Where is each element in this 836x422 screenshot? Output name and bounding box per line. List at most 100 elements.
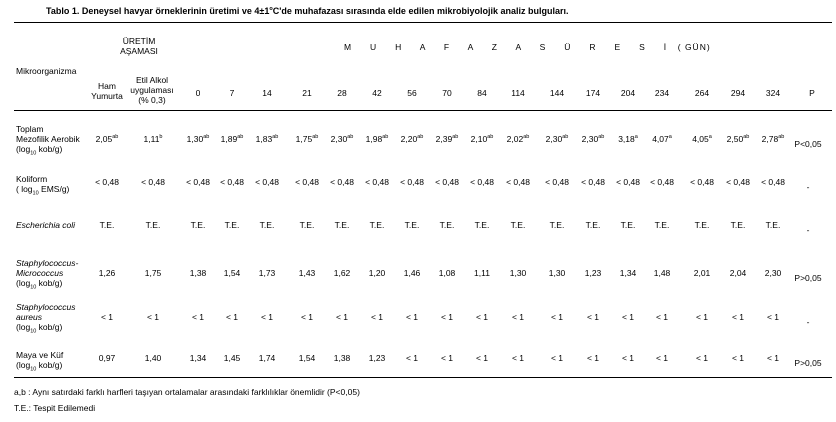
p-value: P<0,05	[794, 139, 822, 149]
header-stage-line2: AŞAMASI	[120, 46, 158, 56]
table-cell: 2,20ab	[400, 134, 424, 144]
table-cell: 1,54	[223, 268, 241, 278]
p-value: -	[806, 182, 810, 192]
table-cell: < 1	[225, 312, 239, 322]
header-day-234: 234	[654, 88, 670, 98]
table-cell: < 1	[695, 312, 709, 322]
table-cell: 1,26	[98, 268, 116, 278]
table-cell: 1,38	[333, 353, 351, 363]
table-cell: < 1	[655, 353, 669, 363]
header-day-14: 14	[262, 88, 272, 98]
table-cell: T.E.	[190, 220, 206, 230]
table-cell: < 1	[550, 312, 564, 322]
table-cell: 2,04	[729, 268, 747, 278]
table-cell: T.E.	[765, 220, 781, 230]
header-day-56: 56	[407, 88, 417, 98]
header-day-294: 294	[730, 88, 746, 98]
table-cell: 0,97	[98, 353, 116, 363]
table-cell: < 1	[405, 312, 419, 322]
header-storage-letters: M U H A F A Z A S Ü R E S İ	[344, 42, 675, 52]
table-cell: 2,39ab	[435, 134, 459, 144]
header-day-7: 7	[229, 88, 235, 98]
header-ethyl-line1: Etil Alkol	[135, 75, 169, 85]
table-cell: 2,50ab	[726, 134, 750, 144]
header-day-264: 264	[694, 88, 710, 98]
table-cell: T.E.	[510, 220, 526, 230]
row-label: Maya ve Küf (log10 kob/g)	[16, 350, 64, 373]
table-cell: < 1	[100, 312, 114, 322]
table-cell: 1,48	[653, 268, 671, 278]
table-cell: T.E.	[474, 220, 490, 230]
table-cell: 1,30ab	[186, 134, 210, 144]
table-cell: 1,30	[548, 268, 566, 278]
table-cell: < 0,48	[506, 177, 530, 187]
row-label: Toplam Mezofilik Aerobik (log10 kob/g)	[16, 124, 80, 157]
caption-text-end: C'de muhafazası sırasında elde edilen mi…	[272, 6, 569, 16]
table-cell: < 1	[475, 312, 489, 322]
caption-text: Deneysel havyar örneklerinin üretimi ve …	[79, 6, 270, 16]
table-cell: < 0,48	[255, 177, 279, 187]
table-cell: < 0,48	[690, 177, 714, 187]
header-raw-roe-line2: Yumurta	[91, 91, 123, 101]
table-cell: 1,43	[298, 268, 316, 278]
header-day-204: 204	[620, 88, 636, 98]
table-cell: 1,54	[298, 353, 316, 363]
table-cell: < 0,48	[470, 177, 494, 187]
table-cell: < 1	[260, 312, 274, 322]
table-cell: < 1	[550, 353, 564, 363]
table-cell: < 1	[621, 312, 635, 322]
table-cell: 1,23	[368, 353, 386, 363]
header-day-70: 70	[442, 88, 452, 98]
table-cell: T.E.	[404, 220, 420, 230]
table-cell: < 0,48	[141, 177, 165, 187]
caption-label: Tablo 1.	[46, 6, 80, 16]
header-day-174: 174	[585, 88, 601, 98]
table-cell: < 0,48	[616, 177, 640, 187]
table-cell: < 0,48	[435, 177, 459, 187]
table-top-rule	[14, 22, 832, 23]
table-cell: T.E.	[99, 220, 115, 230]
table-cell: 1,11b	[143, 134, 163, 144]
row-label: Escherichia coli	[16, 220, 76, 230]
table-cell: 2,30	[764, 268, 782, 278]
table-cell: < 1	[370, 312, 384, 322]
p-value: P>0,05	[794, 273, 822, 283]
header-day-144: 144	[549, 88, 565, 98]
table-cell: < 0,48	[726, 177, 750, 187]
row-label: Staphylococcus- Micrococcus (log10 kob/g)	[16, 258, 79, 291]
header-stage-line1: ÜRETİM	[122, 36, 156, 46]
table-cell: < 1	[731, 312, 745, 322]
table-cell: < 1	[440, 353, 454, 363]
header-day-324: 324	[765, 88, 781, 98]
table-cell: T.E.	[145, 220, 161, 230]
table-cell: T.E.	[620, 220, 636, 230]
table-cell: T.E.	[369, 220, 385, 230]
table-cell: < 1	[586, 353, 600, 363]
header-raw-roe-line1: Ham	[98, 81, 116, 91]
table-cell: 1,74	[258, 353, 276, 363]
header-ethyl-line3: (% 0,3)	[138, 95, 166, 105]
table-cell: T.E.	[585, 220, 601, 230]
table-cell: < 0,48	[545, 177, 569, 187]
footnote-significance: a,b : Aynı satırdaki farklı harfleri taş…	[14, 387, 360, 397]
header-day-28: 28	[337, 88, 347, 98]
table-cell: 1,89ab	[220, 134, 244, 144]
table-cell: < 0,48	[186, 177, 210, 187]
table-cell: T.E.	[334, 220, 350, 230]
table-cell: T.E.	[730, 220, 746, 230]
table-cell: < 1	[300, 312, 314, 322]
table-cell: < 1	[731, 353, 745, 363]
p-value: P>0,05	[794, 358, 822, 368]
table-cell: 2,30ab	[581, 134, 605, 144]
table-cell: 1,98ab	[365, 134, 389, 144]
table-cell: T.E.	[224, 220, 240, 230]
table-cell: < 1	[440, 312, 454, 322]
table-cell: < 1	[586, 312, 600, 322]
table-cell: 1,83ab	[255, 134, 279, 144]
header-day-0: 0	[195, 88, 201, 98]
caption-degree: o	[269, 6, 273, 12]
table-cell: 1,20	[368, 268, 386, 278]
table-caption: Tablo 1. Deneysel havyar örneklerinin ür…	[46, 6, 568, 16]
table-cell: < 1	[766, 353, 780, 363]
table-cell: < 1	[511, 312, 525, 322]
